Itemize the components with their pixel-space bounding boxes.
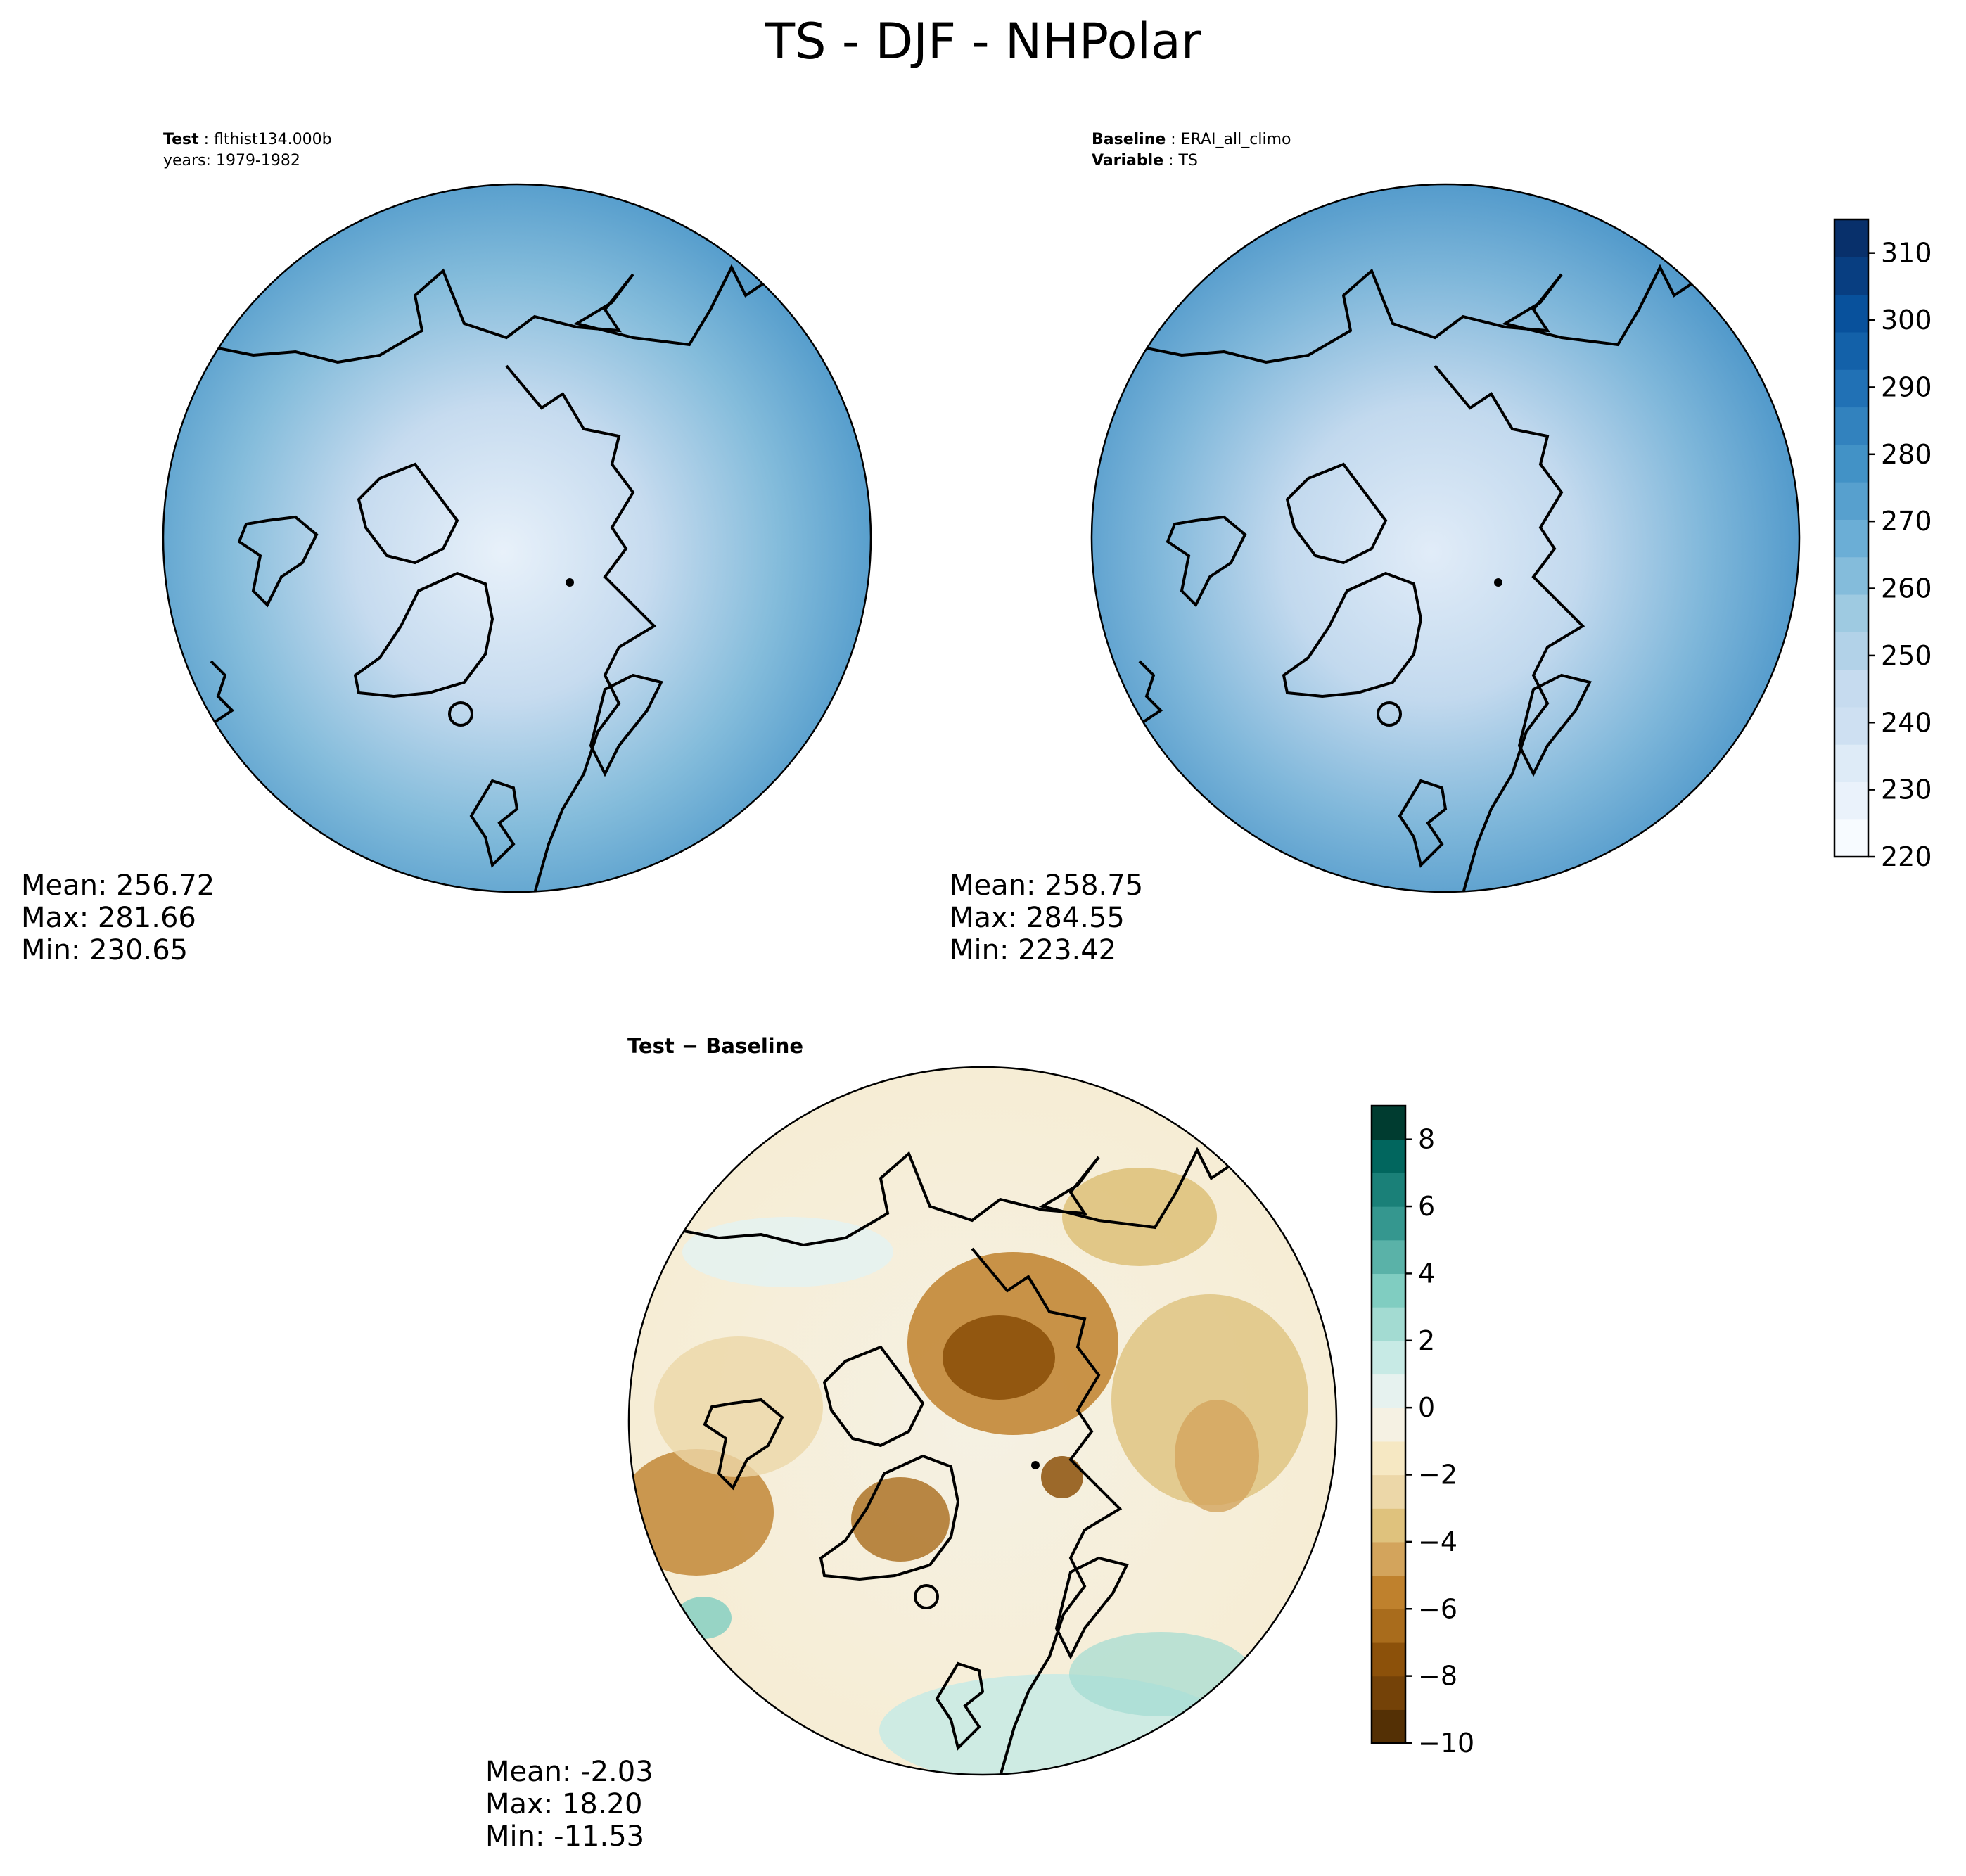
test-max: Max: 281.66 — [21, 902, 196, 934]
baseline-map — [1090, 183, 1801, 893]
difference-title-sep: − — [681, 1034, 699, 1058]
difference-mean: Mean: -2.03 — [485, 1756, 653, 1788]
difference-colorbar-segment — [1372, 1408, 1405, 1442]
test-map-field — [163, 184, 871, 892]
ts-colorbar-tick-label: 310 — [1881, 238, 1932, 269]
difference-colorbar-tick-label: 2 — [1418, 1325, 1435, 1356]
difference-map-boundary — [627, 1066, 1338, 1776]
difference-colorbar-segment — [1372, 1676, 1405, 1710]
difference-title-right: Baseline — [706, 1034, 804, 1058]
baseline-case-name: ERAI_all_climo — [1180, 131, 1291, 148]
baseline-min: Min: 223.42 — [950, 934, 1117, 966]
difference-title-left: Test — [627, 1034, 675, 1058]
difference-stats: Mean: -2.03 Max: 18.20 Min: -11.53 — [485, 1756, 653, 1853]
difference-colorbar-segment — [1372, 1575, 1405, 1609]
difference-colorbar-tick-label: −6 — [1418, 1593, 1457, 1624]
difference-colorbar-tick-label: −2 — [1418, 1460, 1457, 1491]
difference-colorbar-tick-label: 6 — [1418, 1191, 1435, 1222]
baseline-header-label: Baseline — [1092, 131, 1166, 148]
difference-colorbar-tick-label: −10 — [1418, 1728, 1474, 1759]
difference-colorbar-tick-label: 4 — [1418, 1258, 1435, 1289]
variable-label: Variable — [1092, 152, 1164, 170]
variable-name: TS — [1178, 152, 1198, 170]
test-min: Min: 230.65 — [21, 934, 189, 966]
ts-colorbar-segment — [1834, 331, 1868, 370]
test-header-label: Test — [163, 131, 199, 148]
ts-colorbar-segment — [1834, 369, 1868, 408]
test-map — [162, 183, 872, 893]
ts-colorbar-tick-label: 230 — [1881, 774, 1932, 805]
baseline-map-boundary — [1090, 183, 1801, 893]
difference-colorbar-tick-label: −8 — [1418, 1661, 1457, 1692]
ts-colorbar-tick-label: 300 — [1881, 305, 1932, 336]
difference-max: Max: 18.20 — [485, 1788, 643, 1820]
test-case-name: flthist134.000b — [214, 131, 332, 148]
ts-colorbar-tick-label: 280 — [1881, 439, 1932, 470]
difference-colorbar-segment — [1372, 1374, 1405, 1408]
ts-colorbar-segment — [1834, 556, 1868, 595]
difference-map-coastlines — [683, 1147, 1336, 1775]
baseline-max: Max: 284.55 — [950, 902, 1125, 934]
ts-colorbar-tick-label: 220 — [1881, 841, 1932, 872]
ts-colorbar-tick-label: 260 — [1881, 573, 1932, 604]
ts-colorbar-segment — [1834, 257, 1868, 295]
difference-colorbar-tick-label: 0 — [1418, 1392, 1435, 1423]
ts-colorbar-segment — [1834, 482, 1868, 520]
baseline-mean: Mean: 258.75 — [950, 869, 1144, 902]
ts-colorbar-segment — [1834, 444, 1868, 483]
difference-colorbar-segment — [1372, 1206, 1405, 1241]
difference-colorbar-segment — [1372, 1340, 1405, 1375]
difference-title: Test − Baseline — [627, 1034, 803, 1058]
difference-colorbar-segment — [1372, 1441, 1405, 1476]
difference-colorbar-segment — [1372, 1273, 1405, 1308]
difference-colorbar-tick-label: 8 — [1418, 1124, 1435, 1155]
difference-colorbar-segment — [1372, 1508, 1405, 1543]
ts-colorbar-tick-label: 290 — [1881, 371, 1932, 402]
ts-colorbar-segment — [1834, 519, 1868, 558]
difference-colorbar-segment — [1372, 1474, 1405, 1509]
difference-colorbar-frame — [1370, 1104, 1407, 1744]
ts-colorbar-segment — [1834, 819, 1868, 857]
ts-colorbar-tick-label: 240 — [1881, 707, 1932, 738]
baseline-map-field — [1092, 184, 1799, 892]
baseline-header: Baseline : ERAI_all_climo Variable : TS — [1092, 131, 1291, 170]
difference-colorbar-segment — [1372, 1609, 1405, 1643]
difference-colorbar-segment — [1372, 1139, 1405, 1173]
difference-colorbar-segment — [1372, 1106, 1405, 1140]
difference-colorbar-tick-label: −4 — [1418, 1526, 1457, 1557]
test-map-coastlines — [210, 264, 871, 892]
test-map-boundary — [162, 183, 872, 893]
test-header: Test : flthist134.000b years: 1979-1982 — [163, 129, 332, 172]
ts-colorbar-tick-label: 270 — [1881, 506, 1932, 537]
ts-colorbar-segment — [1834, 294, 1868, 333]
difference-map-anomalies — [629, 1168, 1308, 1775]
ts-colorbar: 220 230 240 250 260 270 280 290 300 310 — [1833, 218, 1932, 872]
ts-colorbar-segment — [1834, 706, 1868, 745]
difference-colorbar-segment — [1372, 1642, 1405, 1677]
ts-colorbar-segment — [1834, 632, 1868, 670]
figure-title: TS - DJF - NHPolar — [765, 13, 1201, 70]
difference-colorbar-segment — [1372, 1541, 1405, 1576]
difference-min: Min: -11.53 — [485, 1820, 645, 1853]
difference-colorbar-segment — [1372, 1173, 1405, 1207]
ts-colorbar-segment — [1834, 407, 1868, 445]
difference-colorbar-segment — [1372, 1307, 1405, 1341]
test-stats: Mean: 256.72 Max: 281.66 Min: 230.65 — [21, 869, 215, 966]
difference-colorbar-segment — [1372, 1709, 1405, 1744]
difference-colorbar-segment — [1372, 1239, 1405, 1275]
difference-colorbar: −10 −8 −6 −4 −2 0 2 4 6 8 — [1370, 1104, 1474, 1759]
ts-colorbar-segment — [1834, 219, 1868, 257]
ts-colorbar-segment — [1834, 781, 1868, 820]
ts-colorbar-tick-label: 250 — [1881, 640, 1932, 671]
baseline-stats: Mean: 258.75 Max: 284.55 Min: 223.42 — [950, 869, 1143, 966]
ts-colorbar-frame — [1833, 218, 1870, 858]
baseline-map-coastlines — [1138, 264, 1799, 892]
test-years: years: 1979-1982 — [163, 152, 300, 170]
ts-colorbar-segment — [1834, 594, 1868, 632]
test-mean: Mean: 256.72 — [21, 869, 215, 902]
difference-map — [627, 1066, 1338, 1776]
ts-colorbar-segment — [1834, 744, 1868, 783]
ts-colorbar-segment — [1834, 669, 1868, 708]
